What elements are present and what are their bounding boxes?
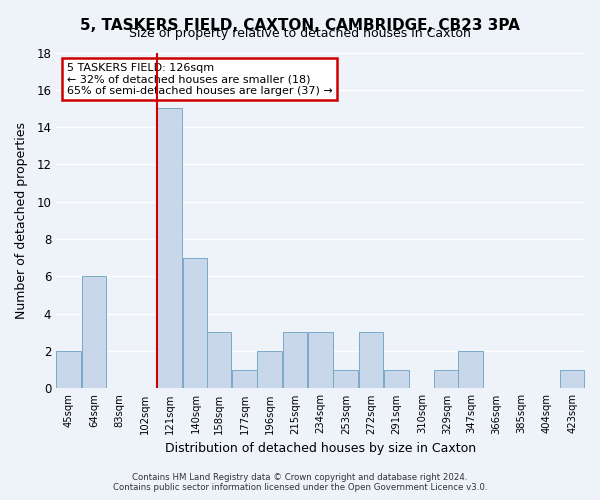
Text: Size of property relative to detached houses in Caxton: Size of property relative to detached ho…	[129, 28, 471, 40]
Bar	[384, 370, 409, 388]
Bar	[458, 351, 483, 389]
Bar	[232, 370, 257, 388]
Bar	[257, 351, 282, 389]
Bar	[333, 370, 358, 388]
Bar	[308, 332, 332, 388]
Bar	[434, 370, 459, 388]
Bar	[359, 332, 383, 388]
Bar	[560, 370, 584, 388]
Bar	[82, 276, 106, 388]
X-axis label: Distribution of detached houses by size in Caxton: Distribution of detached houses by size …	[165, 442, 476, 455]
Text: 5 TASKERS FIELD: 126sqm
← 32% of detached houses are smaller (18)
65% of semi-de: 5 TASKERS FIELD: 126sqm ← 32% of detache…	[67, 62, 332, 96]
Y-axis label: Number of detached properties: Number of detached properties	[15, 122, 28, 319]
Bar	[56, 351, 81, 389]
Bar	[207, 332, 232, 388]
Bar	[157, 108, 182, 388]
Text: Contains HM Land Registry data © Crown copyright and database right 2024.
Contai: Contains HM Land Registry data © Crown c…	[113, 473, 487, 492]
Text: 5, TASKERS FIELD, CAXTON, CAMBRIDGE, CB23 3PA: 5, TASKERS FIELD, CAXTON, CAMBRIDGE, CB2…	[80, 18, 520, 32]
Bar	[183, 258, 208, 388]
Bar	[283, 332, 307, 388]
